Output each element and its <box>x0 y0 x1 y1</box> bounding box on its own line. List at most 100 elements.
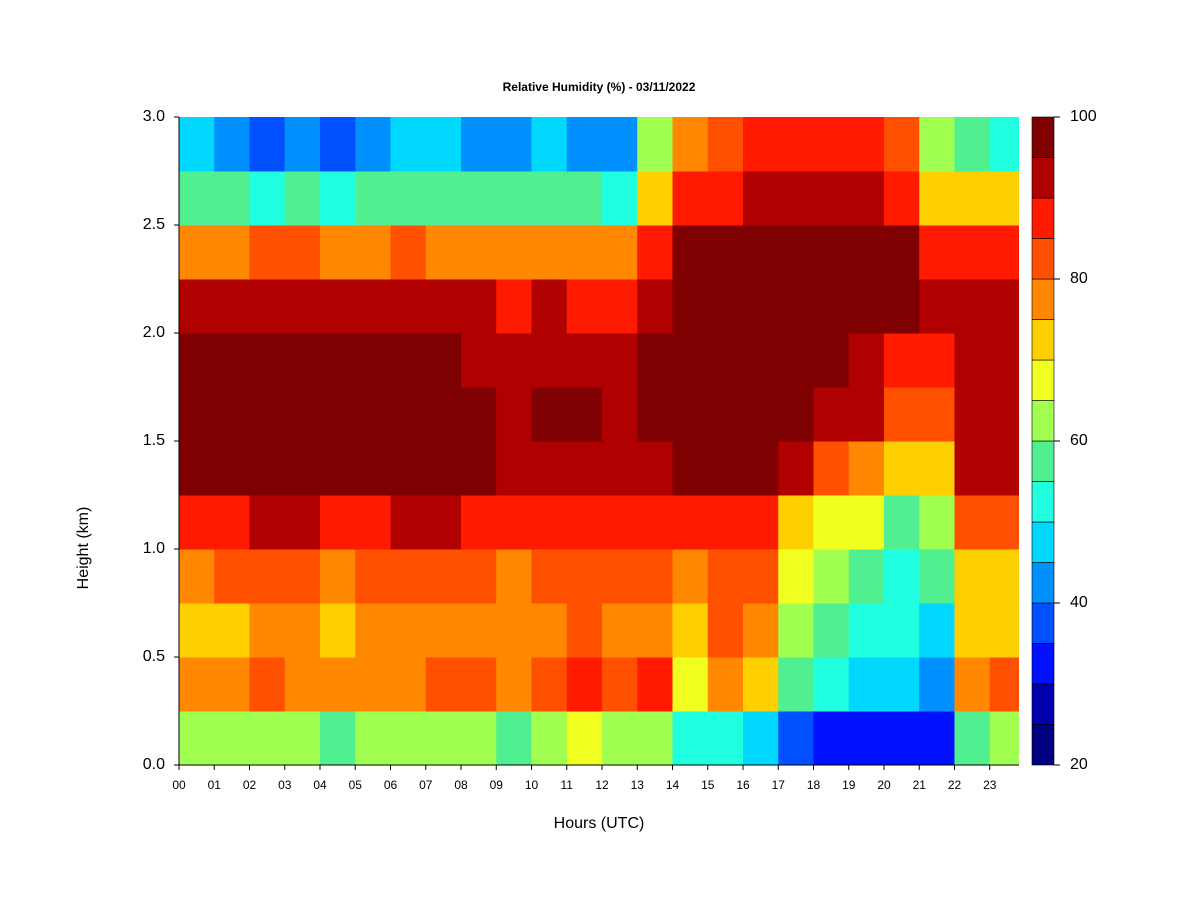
x-tick-label: 09 <box>490 778 504 792</box>
heatmap-cell <box>566 711 603 765</box>
x-tick-label: 08 <box>454 778 468 792</box>
heatmap-cell <box>319 171 356 226</box>
heatmap-cell <box>566 117 603 172</box>
heatmap-cell <box>637 279 673 334</box>
x-tick-label: 01 <box>208 778 222 792</box>
heatmap-cell <box>214 657 250 712</box>
heatmap-cell <box>531 495 568 550</box>
heatmap-cell <box>848 657 885 712</box>
heatmap-cell <box>954 711 991 765</box>
heatmap-cell <box>813 603 850 658</box>
heatmap-cell <box>813 117 850 172</box>
heatmap-cell <box>919 711 955 765</box>
x-tick-label: 23 <box>983 778 997 792</box>
heatmap-cell <box>954 117 991 172</box>
heatmap-cell <box>179 603 215 658</box>
heatmap-cell <box>601 549 638 604</box>
heatmap-cell <box>214 603 250 658</box>
heatmap-cell <box>249 657 286 712</box>
heatmap-cell <box>460 495 497 550</box>
heatmap-cell <box>989 603 1019 658</box>
heatmap-cell <box>637 549 673 604</box>
heatmap-cell <box>390 441 427 496</box>
heatmap-cell <box>319 333 356 388</box>
heatmap-cell <box>601 279 638 334</box>
heatmap-cell <box>919 495 955 550</box>
heatmap-cell <box>249 387 286 442</box>
heatmap-cell <box>954 225 991 280</box>
heatmap-cell <box>707 387 744 442</box>
x-tick-label: 14 <box>666 778 680 792</box>
heatmap-cell <box>319 441 356 496</box>
heatmap-cell <box>707 171 744 226</box>
colorbar-swatch <box>1031 197 1055 239</box>
colorbar-swatch <box>1031 400 1055 442</box>
heatmap-cell <box>390 171 427 226</box>
x-tick-label: 07 <box>419 778 433 792</box>
heatmap-cell <box>742 657 779 712</box>
colorbar-swatch <box>1031 724 1055 766</box>
heatmap-cell <box>390 495 427 550</box>
heatmap-cell <box>778 387 814 442</box>
colorbar-swatch <box>1031 643 1055 685</box>
heatmap-cell <box>601 387 638 442</box>
y-tick-label: 2.0 <box>143 324 165 341</box>
heatmap-cell <box>460 441 497 496</box>
heatmap-cell <box>919 657 955 712</box>
heatmap-cell <box>179 549 215 604</box>
heatmap-cell <box>883 549 920 604</box>
heatmap-cell <box>566 333 603 388</box>
heatmap-cell <box>742 117 779 172</box>
heatmap-cell <box>284 549 321 604</box>
heatmap-cell <box>742 225 779 280</box>
heatmap-cell <box>848 333 885 388</box>
heatmap-cell <box>460 603 497 658</box>
heatmap-cell <box>742 333 779 388</box>
heatmap-cell <box>496 225 532 280</box>
heatmap-cell <box>566 603 603 658</box>
heatmap-cell <box>214 333 250 388</box>
heatmap-cell <box>355 495 391 550</box>
heatmap-cell <box>954 495 991 550</box>
colorbar-swatch <box>1031 440 1055 482</box>
x-tick-label: 20 <box>877 778 891 792</box>
heatmap-cell <box>460 387 497 442</box>
heatmap-cell <box>390 603 427 658</box>
heatmap-cell <box>989 711 1019 765</box>
heatmap-cell <box>425 657 462 712</box>
x-tick-label: 13 <box>631 778 645 792</box>
heatmap-cell <box>672 225 709 280</box>
heatmap-cell <box>742 549 779 604</box>
heatmap-cell <box>566 657 603 712</box>
heatmap-cell <box>425 171 462 226</box>
heatmap-cell <box>496 603 532 658</box>
heatmap-cell <box>742 603 779 658</box>
heatmap-cell <box>989 549 1019 604</box>
heatmap-cell <box>707 495 744 550</box>
heatmap-cell <box>778 711 814 765</box>
heatmap-cell <box>989 225 1019 280</box>
heatmap-cell <box>672 495 709 550</box>
heatmap-cell <box>425 279 462 334</box>
heatmap-cell <box>742 495 779 550</box>
x-tick-label: 22 <box>948 778 962 792</box>
heatmap-cell <box>390 549 427 604</box>
heatmap-cell <box>249 117 286 172</box>
heatmap-cell <box>919 549 955 604</box>
heatmap-cell <box>848 387 885 442</box>
heatmap-cell <box>319 387 356 442</box>
heatmap-cell <box>249 171 286 226</box>
heatmap-cell <box>813 171 850 226</box>
heatmap-cell <box>496 441 532 496</box>
heatmap-cell <box>249 603 286 658</box>
x-tick-label: 21 <box>913 778 927 792</box>
heatmap-cell <box>601 333 638 388</box>
heatmap-cell <box>179 711 215 765</box>
colorbar-tick-label: 100 <box>1070 108 1097 125</box>
heatmap-cell <box>672 333 709 388</box>
x-tick-label: 04 <box>313 778 327 792</box>
heatmap-cell <box>742 171 779 226</box>
heatmap-cell <box>742 711 779 765</box>
heatmap-cell <box>531 171 568 226</box>
